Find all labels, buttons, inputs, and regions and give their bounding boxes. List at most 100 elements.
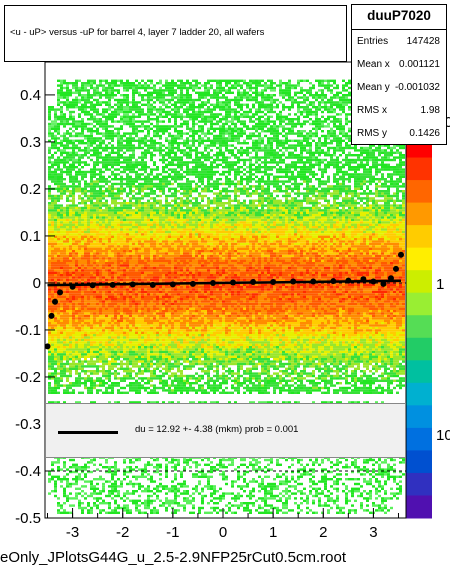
heatmap-cell	[111, 266, 114, 270]
heatmap-cell	[102, 370, 105, 373]
heatmap-cell	[90, 391, 93, 394]
heatmap-cell	[150, 478, 153, 481]
heatmap-cell	[63, 96, 66, 99]
heatmap-cell	[108, 331, 111, 334]
heatmap-cell	[147, 233, 150, 236]
heatmap-cell	[141, 346, 144, 349]
heatmap-cell	[111, 372, 114, 375]
heatmap-cell	[162, 276, 165, 279]
heatmap-cell	[141, 108, 144, 111]
heatmap-cell	[105, 293, 108, 296]
heatmap-cell	[153, 276, 156, 279]
heatmap-cell	[69, 262, 72, 265]
heatmap-cell	[150, 158, 153, 162]
heatmap-cell	[105, 230, 108, 234]
heatmap-cell	[153, 163, 156, 166]
heatmap-cell	[84, 341, 87, 344]
heatmap-cell	[54, 377, 57, 380]
heatmap-cell	[126, 257, 129, 260]
heatmap-cell	[75, 158, 78, 162]
heatmap-cell	[102, 355, 105, 358]
heatmap-cell	[57, 89, 60, 92]
heatmap-cell	[114, 110, 117, 114]
heatmap-cell	[102, 209, 105, 212]
heatmap-cell	[90, 192, 93, 195]
heatmap-cell	[57, 478, 60, 481]
heatmap-cell	[54, 158, 57, 162]
heatmap-cell	[135, 242, 138, 246]
heatmap-cell	[153, 245, 156, 248]
heatmap-cell	[81, 199, 84, 202]
heatmap-cell	[114, 468, 117, 471]
heatmap-cell	[69, 89, 72, 92]
heatmap-cell	[78, 86, 81, 90]
heatmap-cell	[111, 86, 114, 90]
heatmap-cell	[111, 312, 114, 315]
heatmap-cell	[96, 101, 99, 104]
heatmap-cell	[123, 506, 126, 510]
heatmap-cell	[102, 286, 105, 289]
heatmap-cell	[147, 247, 150, 250]
heatmap-cell	[108, 132, 111, 135]
heatmap-cell	[144, 276, 147, 279]
heatmap-cell	[87, 329, 90, 332]
heatmap-cell	[141, 84, 144, 87]
heatmap-cell	[159, 504, 162, 507]
heatmap-cell	[66, 264, 69, 267]
heatmap-cell	[108, 274, 111, 277]
heatmap-cell	[87, 137, 90, 140]
heatmap-cell	[129, 209, 132, 212]
heatmap-cell	[48, 170, 51, 174]
heatmap-cell	[153, 310, 156, 313]
heatmap-cell	[87, 230, 90, 234]
heatmap-cell	[162, 252, 165, 255]
heatmap-cell	[78, 240, 81, 243]
heatmap-cell	[108, 204, 111, 207]
heatmap-cell	[78, 492, 81, 495]
heatmap-cell	[69, 466, 72, 469]
heatmap-cell	[162, 286, 165, 289]
heatmap-cell	[126, 168, 129, 171]
heatmap-cell	[66, 360, 69, 363]
heatmap-cell	[156, 206, 159, 210]
heatmap-cell	[87, 156, 90, 159]
heatmap-cell	[102, 288, 105, 291]
heatmap-cell	[156, 110, 159, 114]
heatmap-cell	[63, 103, 66, 106]
heatmap-cell	[75, 247, 78, 250]
heatmap-cell	[126, 341, 129, 344]
heatmap-cell	[156, 216, 159, 219]
heatmap-cell	[72, 230, 75, 234]
heatmap-cell	[126, 178, 129, 181]
heatmap-cell	[87, 312, 90, 315]
heatmap-cell	[147, 228, 150, 231]
heatmap-cell	[156, 365, 159, 368]
heatmap-cell	[48, 384, 51, 387]
heatmap-cell	[120, 115, 123, 118]
heatmap-cell	[111, 214, 114, 217]
heatmap-cell	[90, 358, 93, 361]
heatmap-cell	[150, 250, 153, 253]
heatmap-cell	[108, 322, 111, 325]
heatmap-cell	[162, 223, 165, 226]
heatmap-cell	[75, 358, 78, 361]
heatmap-cell	[90, 271, 93, 274]
heatmap-cell	[117, 336, 120, 339]
heatmap-cell	[60, 319, 63, 322]
heatmap-cell	[90, 122, 93, 126]
heatmap-cell	[72, 115, 75, 118]
heatmap-cell	[84, 245, 87, 248]
heatmap-cell	[63, 329, 66, 332]
heatmap-cell	[153, 295, 156, 298]
heatmap-cell	[129, 274, 132, 277]
heatmap-cell	[105, 288, 108, 291]
heatmap-cell	[135, 334, 138, 337]
heatmap-cell	[69, 110, 72, 114]
heatmap-cell	[150, 324, 153, 327]
heatmap-cell	[90, 245, 93, 248]
heatmap-cell	[99, 137, 102, 140]
heatmap-cell	[72, 161, 75, 164]
heatmap-cell	[147, 379, 150, 382]
heatmap-cell	[153, 470, 156, 474]
heatmap-cell	[90, 233, 93, 236]
